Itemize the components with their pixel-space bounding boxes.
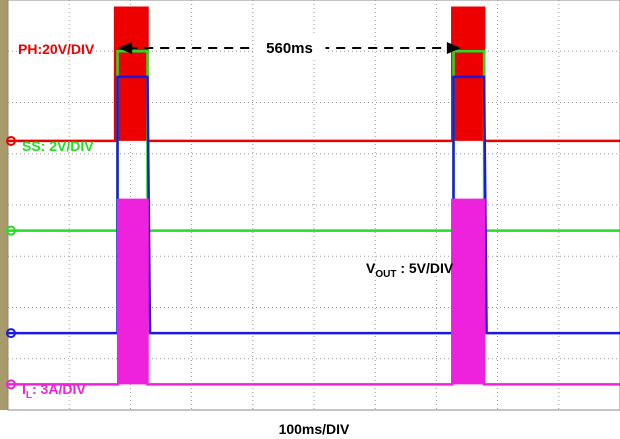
channel-label-ph: PH:20V/DIV: [18, 41, 95, 57]
graticule: [8, 0, 620, 410]
x-axis-label: 100ms/DIV: [279, 421, 350, 437]
annotation-text: 560ms: [266, 40, 313, 57]
channel-label-ss: SS: 2V/DIV: [22, 138, 94, 154]
left-border-strip: [0, 0, 8, 410]
trace-fill-i: [8, 199, 620, 385]
trace-fill-ph: [8, 7, 620, 141]
channel-label-i: IL: 3A/DIV: [22, 381, 86, 401]
ground-marker-i: [6, 379, 16, 390]
annotation-text-bg: [253, 36, 326, 58]
channel-labels: PH:20V/DIV SS: 2V/DIV VOUT : 5V/DIV IL: 3A/…: [18, 41, 454, 401]
annotation-arrowhead-right: [446, 42, 461, 54]
trace-i: [8, 198, 620, 386]
annotation-arrowhead-left: [118, 42, 133, 54]
annotation-layer: 560ms: [118, 36, 461, 58]
ground-marker-ss: [6, 225, 16, 236]
ground-marker-v: [6, 328, 16, 339]
channel-label-v: VOUT : 5V/DIV: [366, 260, 454, 280]
ground-markers: [6, 135, 16, 390]
ground-marker-ph: [6, 135, 16, 146]
traces-layer: [8, 6, 620, 386]
